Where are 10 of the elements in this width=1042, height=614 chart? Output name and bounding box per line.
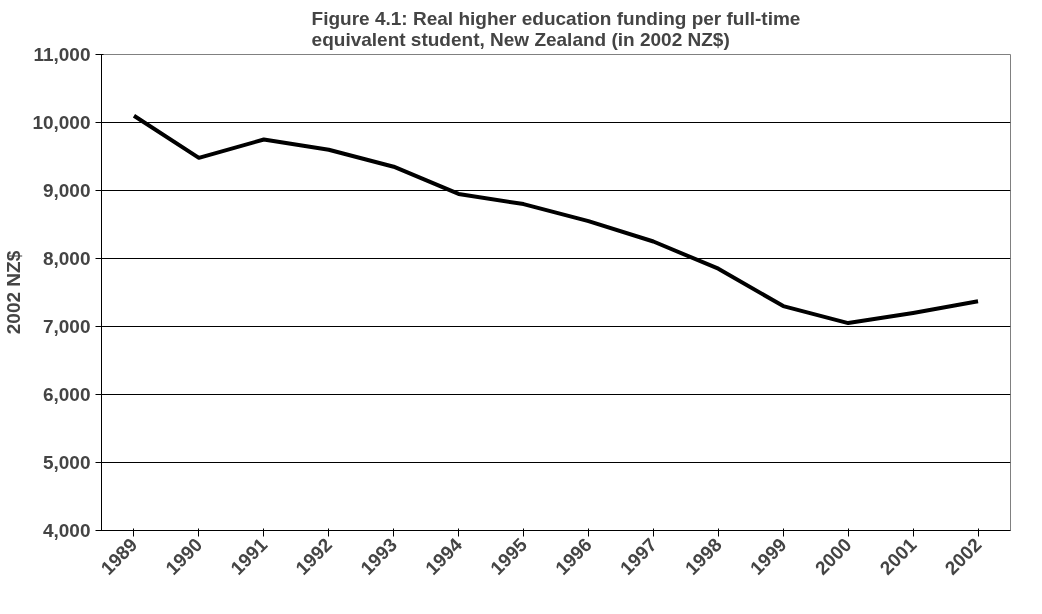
y-tick-label: 6,000 [42,384,91,405]
y-tick-label: 8,000 [42,248,91,269]
chart-title: Figure 4.1: Real higher education funding per full-time equivalent student, New Zealand (in 2002 NZ$) [311,7,801,50]
y-tick-label: 7,000 [42,316,91,337]
y-tick-label: 9,000 [42,180,91,201]
y-tick-label: 10,000 [32,112,91,133]
y-tick-label: 5,000 [42,452,91,473]
y-axis-title: 2002 NZ$ [3,250,25,335]
y-tick-label: 4,000 [42,520,91,541]
y-tick-label: 11,000 [33,44,91,65]
